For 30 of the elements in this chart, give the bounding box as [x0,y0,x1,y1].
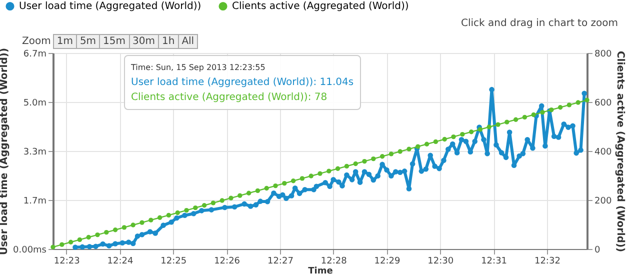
x-axis-title: Time [308,266,333,276]
x-tick-label: 12:27 [267,256,294,266]
x-tick-label: 12:24 [107,256,134,266]
x-tick-label: 12:25 [160,256,187,266]
zoom-range-selector: Zoom 1m 5m 15m 30m 1h All [22,34,198,49]
annotation: Time: Sun, 15 Sep 2013 12:23:55 [131,62,266,74]
x-tick-label: 12:28 [320,256,348,266]
y2-tick-label: 400 [594,148,612,158]
x-tick-label: 12:31 [481,256,508,266]
y-tick-label: 6.7m [23,50,46,60]
y2-tick-label: 600 [594,98,612,108]
y-tick-label: 3.3m [23,148,46,158]
y2-axis-title: Clients active (Aggregated (World)) [614,50,626,252]
text: Click and drag in chart to zoom [460,18,618,29]
y2-tick-label: 200 [594,196,612,206]
legend-label: Clients active (Aggregated (World)) [232,1,409,12]
annotation: User load time (Aggregated (World)): 11.04s [131,76,354,90]
x-tick-label: 12:23 [54,256,80,266]
y2-tick-label: 800 [594,50,612,60]
y2-tick-label: 0 [594,246,600,256]
y-tick-label: 1.7m [23,196,46,206]
tooltip-box: Time: Sun, 15 Sep 2013 12:23:55 User load time (Aggregated (World)): 11.04s Clients active (Aggregated (World)): 78 [124,55,361,110]
annotation: Clients active (Aggregated (World)): 78 [131,91,328,105]
legend-label: User load time (Aggregated (World)) [19,1,202,12]
x-tick-label: 12:32 [534,256,560,266]
x-tick-label: 12:29 [374,256,400,266]
x-tick-label: 12:26 [214,256,240,266]
y-tick-label: 0.00ms [13,246,47,256]
y-tick-label: 5.0m [23,98,46,108]
x-tick-label: 12:30 [428,256,454,266]
